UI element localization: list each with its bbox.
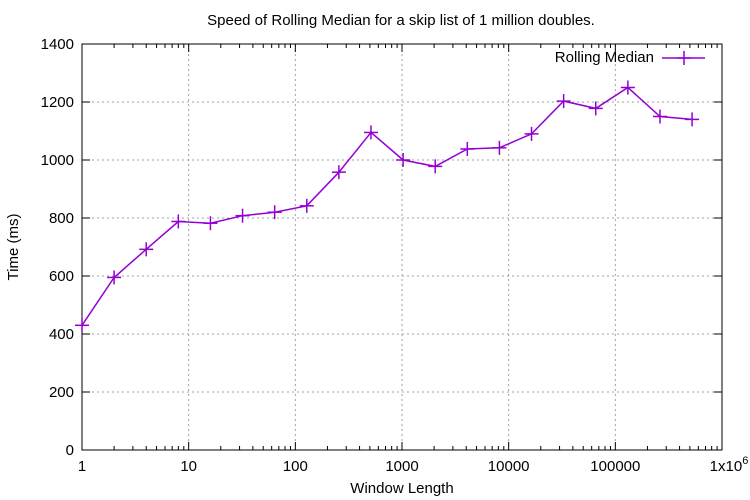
y-tick-label: 600 xyxy=(49,268,74,285)
data-point xyxy=(235,208,250,223)
x-tick-label: 100000 xyxy=(590,458,640,475)
data-point xyxy=(460,141,475,156)
y-tick-label: 400 xyxy=(49,326,74,343)
y-tick-label: 1200 xyxy=(41,94,74,111)
data-point xyxy=(652,109,667,124)
x-tick-label: 100 xyxy=(283,458,308,475)
x-tick-label: 1x106 xyxy=(710,455,749,475)
y-tick-label: 1400 xyxy=(41,36,74,53)
data-point xyxy=(203,216,218,231)
legend: Rolling Median xyxy=(555,49,705,66)
data-point xyxy=(75,318,89,333)
data-point xyxy=(588,101,603,116)
x-axis-label: Window Length xyxy=(350,480,453,497)
y-tick-label: 0 xyxy=(66,442,74,459)
data-point xyxy=(299,198,314,213)
data-point xyxy=(685,112,700,127)
y-tick-labels: 0 200 400 600 800 1000 1200 1400 xyxy=(41,36,74,459)
data-point xyxy=(620,80,635,95)
y-tick-label: 1000 xyxy=(41,152,74,169)
data-point xyxy=(428,159,443,174)
y-tick-label: 200 xyxy=(49,384,74,401)
data-point xyxy=(492,140,507,155)
grid xyxy=(82,44,722,450)
data-point xyxy=(107,270,122,285)
data-point xyxy=(524,126,539,141)
x-tick-label: 10000 xyxy=(488,458,530,475)
series-line xyxy=(81,86,693,326)
axis-ticks xyxy=(81,43,723,451)
chart-title: Speed of Rolling Median for a skip list … xyxy=(207,12,595,29)
data-point xyxy=(363,125,378,140)
legend-label: Rolling Median xyxy=(555,49,654,66)
x-tick-label: 1 xyxy=(78,458,86,475)
data-point xyxy=(171,214,186,229)
data-point xyxy=(331,165,346,180)
data-point xyxy=(556,94,571,109)
y-tick-label: 800 xyxy=(49,210,74,227)
series xyxy=(75,80,700,333)
data-point xyxy=(396,153,411,167)
x-tick-label: 10 xyxy=(180,458,197,475)
x-tick-label: 1000 xyxy=(385,458,418,475)
x-tick-labels: 1 10 100 1000 10000 100000 1x106 xyxy=(78,455,749,475)
data-point xyxy=(267,205,282,220)
legend-marker xyxy=(677,51,691,65)
y-axis-label: Time (ms) xyxy=(5,214,22,281)
data-point xyxy=(139,242,154,257)
